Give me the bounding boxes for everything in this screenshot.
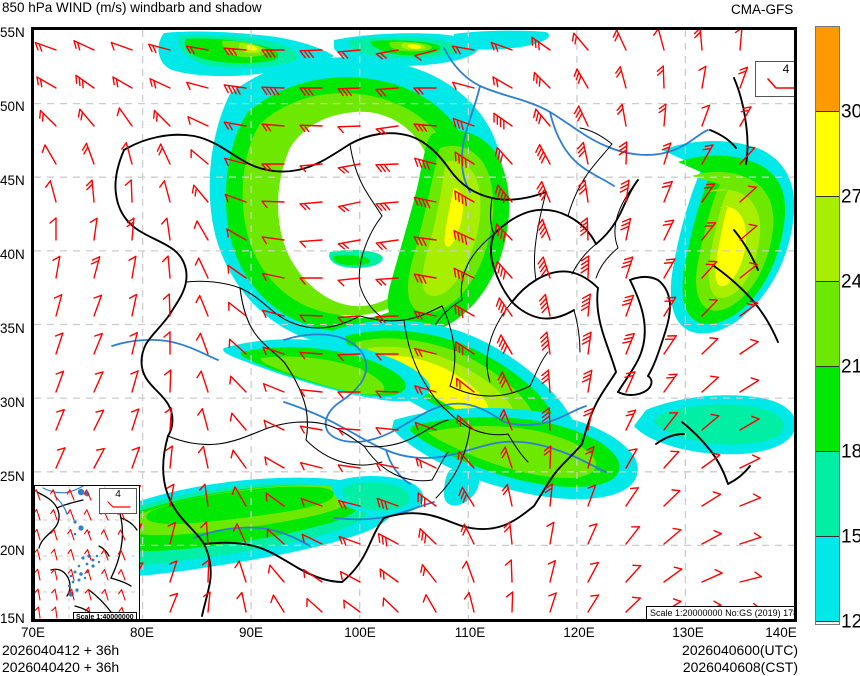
south-china-sea-inset[interactable]: 4 Scale 1:40000000 xyxy=(34,485,140,619)
inset-scale-note: Scale 1:40000000 xyxy=(73,612,137,619)
lon-tick-70E: 70E xyxy=(20,625,46,640)
init-time-utc-label: 2026040412 + 36h xyxy=(2,642,120,658)
wind-barbs xyxy=(34,30,763,613)
weather-map-panel[interactable]: 4 Scale 1:20000000 No:GS (2019) 1786 xyxy=(31,27,797,622)
coastline-borders xyxy=(114,77,779,617)
windbarb-legend-value: 4 xyxy=(782,62,790,76)
lon-tick-110E: 110E xyxy=(454,625,486,640)
lat-tick-45N: 45N xyxy=(0,173,25,188)
lat-tick-20N: 20N xyxy=(0,543,25,558)
colorbar-tick-24: 24 xyxy=(841,271,860,293)
inset-windbarb-legend-symbol xyxy=(107,501,131,508)
colorbar-band-above-30 xyxy=(816,27,839,112)
lon-tick-100E: 100E xyxy=(344,625,376,640)
model-label: CMA-GFS xyxy=(731,2,794,17)
windbarb-legend-symbol xyxy=(767,78,794,89)
map-canvas xyxy=(34,30,794,619)
lat-tick-35N: 35N xyxy=(0,321,25,336)
init-time-cst-label: 2026040420 + 36h xyxy=(2,659,120,675)
lat-tick-55N: 55N xyxy=(0,25,25,40)
colorbar-tick-27: 27 xyxy=(841,186,860,208)
lat-tick-15N: 15N xyxy=(0,611,25,626)
colorbar-tick-21: 21 xyxy=(841,356,860,378)
colorbar-band-15-18 xyxy=(816,452,839,537)
windspeed-shading xyxy=(34,30,794,614)
lat-tick-25N: 25N xyxy=(0,469,25,484)
lon-tick-130E: 130E xyxy=(672,625,704,640)
page-title: 850 hPa WIND (m/s) windbarb and shadow xyxy=(2,0,262,15)
valid-time-utc-label: 2026040600(UTC) xyxy=(682,642,798,658)
colorbar[interactable] xyxy=(815,26,840,625)
lon-tick-90E: 90E xyxy=(238,625,264,640)
lon-tick-80E: 80E xyxy=(129,625,155,640)
lat-tick-40N: 40N xyxy=(0,247,25,262)
colorbar-band-12-15 xyxy=(816,537,839,622)
colorbar-band-27-30 xyxy=(816,112,839,197)
map-graphics xyxy=(34,30,794,619)
colorbar-tick-15: 15 xyxy=(841,526,860,548)
lon-tick-140E: 140E xyxy=(765,625,797,640)
colorbar-tick-18: 18 xyxy=(841,441,860,463)
colorbar-tick-30: 30 xyxy=(841,101,860,123)
windbarb-legend: 4 xyxy=(755,61,794,97)
colorbar-band-18-21 xyxy=(816,367,839,452)
colorbar-band-below-12 xyxy=(816,622,839,624)
colorbar-band-21-24 xyxy=(816,282,839,367)
lat-tick-50N: 50N xyxy=(0,99,25,114)
lon-tick-120E: 120E xyxy=(563,625,595,640)
lat-tick-30N: 30N xyxy=(0,395,25,410)
inset-graphics xyxy=(35,486,139,619)
map-scale-note: Scale 1:20000000 No:GS (2019) 1786 xyxy=(646,606,794,619)
inset-windbarb-legend: 4 xyxy=(99,488,137,514)
valid-time-cst-label: 2026040608(CST) xyxy=(682,659,798,675)
colorbar-tick-12: 12 xyxy=(841,611,860,633)
colorbar-band-24-27 xyxy=(816,197,839,282)
map-gridlines xyxy=(34,30,794,619)
inset-windbarb-legend-value: 4 xyxy=(115,489,121,500)
